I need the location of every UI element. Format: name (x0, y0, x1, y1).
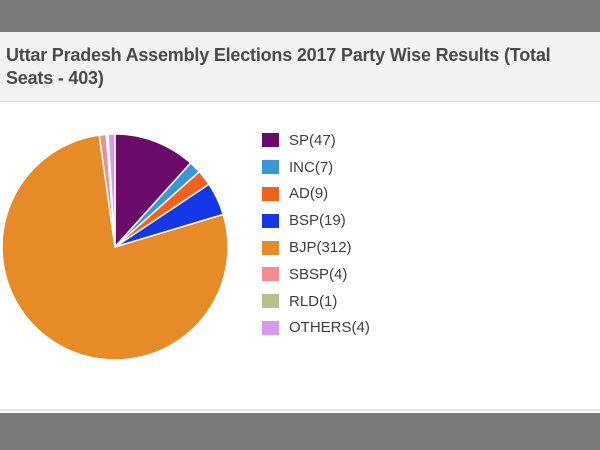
pie-chart (1, 133, 229, 361)
legend-item[interactable]: RLD(1) (262, 288, 370, 315)
top-frame-bar (0, 0, 600, 32)
legend-swatch (262, 267, 279, 282)
chart-title: Uttar Pradesh Assembly Elections 2017 Pa… (6, 45, 551, 88)
legend-swatch (262, 186, 279, 201)
legend-label: AD(9) (289, 185, 329, 203)
pie-slice-sp[interactable] (114, 133, 192, 248)
legend-label: RLD(1) (289, 292, 338, 310)
bottom-frame-bar (0, 413, 600, 450)
legend-swatch (262, 294, 279, 309)
legend-item[interactable]: BSP(19) (262, 207, 370, 234)
legend-swatch (262, 133, 279, 148)
chart-legend: SP(47) INC(7) AD(9) BSP(19) BJP(312) SBSP(4) R… (262, 127, 370, 341)
legend-swatch (262, 213, 279, 228)
legend-label: BJP(312) (289, 239, 352, 257)
legend-label: BSP(19) (289, 212, 346, 230)
legend-label: INC(7) (289, 158, 334, 176)
legend-label: SBSP(4) (289, 265, 348, 283)
legend-item[interactable]: BJP(312) (262, 234, 370, 261)
pie-slice-others[interactable] (107, 133, 116, 248)
legend-swatch (262, 160, 279, 175)
legend-item[interactable]: OTHERS(4) (262, 315, 370, 342)
legend-item[interactable]: SBSP(4) (262, 261, 370, 288)
legend-label: OTHERS(4) (289, 319, 370, 337)
legend-item[interactable]: INC(7) (262, 154, 370, 181)
legend-swatch (262, 240, 279, 255)
legend-item[interactable]: SP(47) (262, 127, 370, 154)
panel-bottom-border (0, 409, 600, 411)
legend-item[interactable]: AD(9) (262, 181, 370, 208)
legend-swatch (262, 320, 279, 335)
panel-header: Uttar Pradesh Assembly Elections 2017 Pa… (0, 32, 600, 102)
legend-label: SP(47) (289, 131, 336, 149)
chart-panel: Uttar Pradesh Assembly Elections 2017 Pa… (0, 32, 600, 413)
